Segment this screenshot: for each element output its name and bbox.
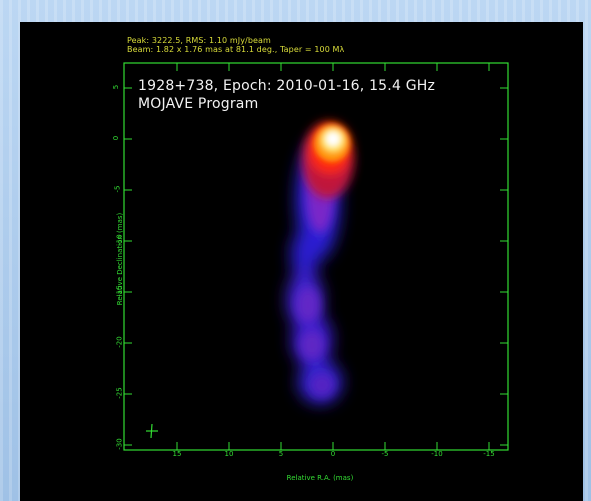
x-tick-label: -5 — [381, 450, 389, 458]
x-tick-label: -15 — [483, 450, 495, 458]
bright-core — [314, 124, 350, 162]
x-tick-label: 5 — [278, 450, 284, 458]
plot-frame — [123, 62, 509, 451]
y-tick-label: 5 — [112, 84, 121, 90]
x-tick-label: 0 — [330, 450, 336, 458]
y-tick-label: 0 — [112, 135, 121, 141]
header-beam-info: Beam: 1.82 x 1.76 mas at 81.1 deg., Tape… — [127, 45, 345, 54]
y-tick-label: -30 — [115, 438, 124, 450]
x-tick-label: 15 — [172, 450, 182, 458]
y-axis-ticks — [124, 87, 508, 446]
y-tick-label: -20 — [115, 336, 124, 348]
x-axis-ticks — [176, 63, 490, 450]
x-axis-label: Relative R.A. (mas) — [286, 474, 354, 482]
beam-marker — [146, 423, 158, 439]
map-subtitle: MOJAVE Program — [138, 96, 259, 112]
x-tick-label: 10 — [224, 450, 234, 458]
y-tick-label: -25 — [115, 387, 124, 399]
header-peak-rms: Peak: 3222.5, RMS: 1.10 mJy/beam — [127, 36, 271, 45]
map-title: 1928+738, Epoch: 2010-01-16, 15.4 GHz — [138, 78, 436, 94]
x-tick-label: -10 — [431, 450, 443, 458]
y-axis-label: Relative Declination (mas) — [116, 212, 124, 306]
